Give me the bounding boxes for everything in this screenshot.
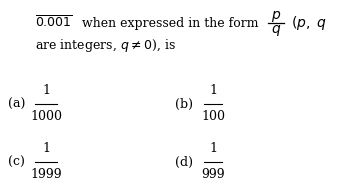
Text: 1999: 1999: [30, 168, 62, 181]
Text: (b): (b): [175, 97, 193, 111]
Text: (a): (a): [8, 97, 25, 111]
Text: are integers, $q \neq 0$), is: are integers, $q \neq 0$), is: [35, 36, 176, 53]
Text: 1000: 1000: [30, 111, 62, 124]
Text: (c): (c): [8, 156, 25, 168]
Text: $(p,\ q$: $(p,\ q$: [291, 14, 327, 32]
Text: 1: 1: [42, 85, 50, 97]
Text: 1: 1: [209, 85, 217, 97]
Text: $\overline{0.001}$: $\overline{0.001}$: [35, 15, 73, 31]
Text: 1: 1: [42, 142, 50, 156]
Text: when expressed in the form: when expressed in the form: [82, 16, 258, 30]
Text: (d): (d): [175, 156, 193, 168]
Text: 100: 100: [201, 111, 225, 124]
Text: $q$: $q$: [271, 24, 281, 38]
Text: 1: 1: [209, 142, 217, 156]
Text: 999: 999: [201, 168, 225, 181]
Text: $p$: $p$: [271, 8, 281, 24]
